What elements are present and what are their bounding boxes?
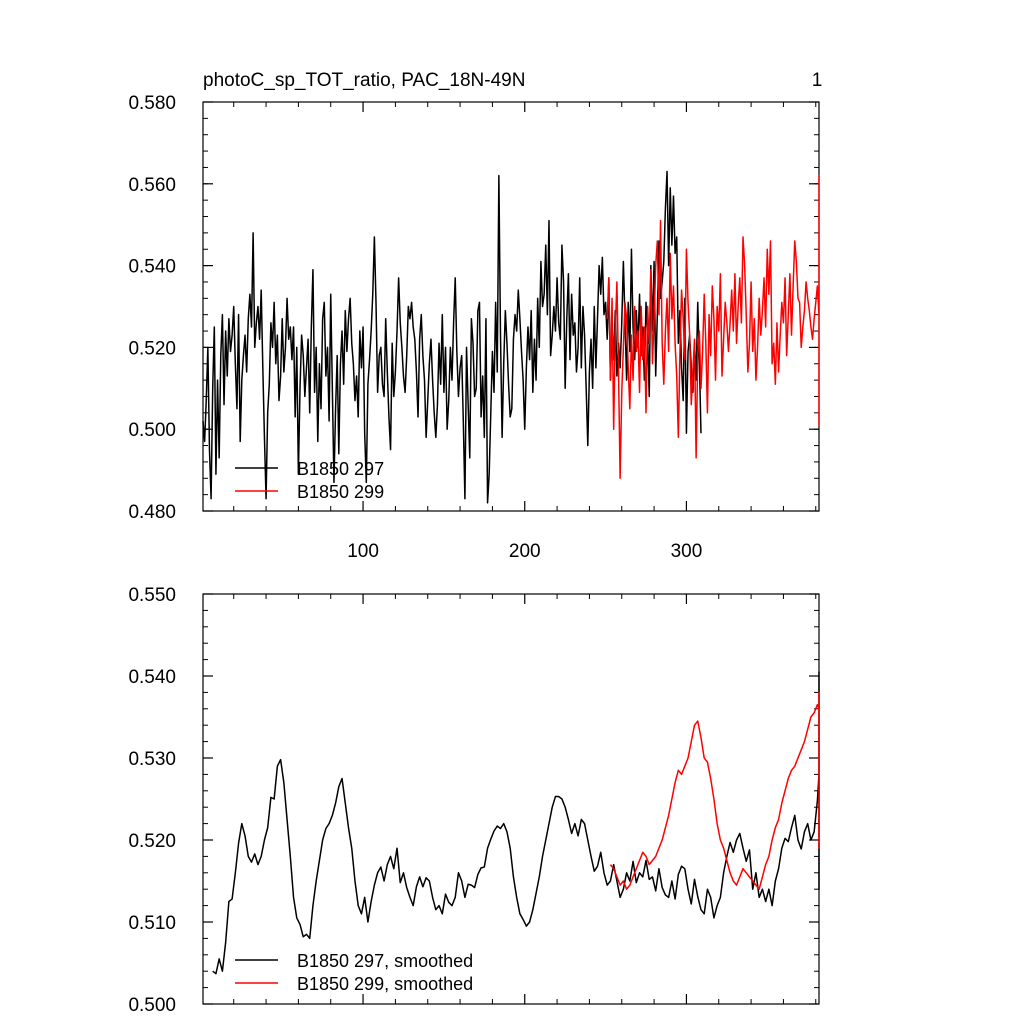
legend-label-b1850-297: B1850 297 <box>297 459 384 479</box>
bottom-ytick-label: 0.540 <box>128 667 176 688</box>
top-ytick-label: 0.520 <box>128 338 176 359</box>
chart-title: photoC_sp_TOT_ratio, PAC_18N-49N <box>203 70 525 91</box>
bottom-ytick-label: 0.520 <box>128 831 176 852</box>
top-ytick-label: 0.560 <box>128 175 176 196</box>
bottom-plot-frame <box>202 593 820 1005</box>
top-axes: 0.480 0.500 0.520 0.540 0.560 0.580 100 200 300 <box>128 93 819 562</box>
top-xtick-label: 300 <box>671 541 703 562</box>
bottom-series-group <box>212 671 820 975</box>
bottom-series-b1850-299-smoothed <box>609 691 820 890</box>
panel-number-label: 1 <box>812 70 823 91</box>
top-series-b1850-299 <box>606 174 820 480</box>
bottom-ytick-label: 0.550 <box>128 585 176 606</box>
bottom-axes: 0.500 0.510 0.520 0.530 0.540 0.550 <box>128 585 819 1016</box>
legend-label-b1850-299: B1850 299 <box>297 482 384 502</box>
top-plot-frame <box>202 101 820 512</box>
bottom-ytick-label: 0.500 <box>128 995 176 1016</box>
top-ytick-label: 0.500 <box>128 420 176 441</box>
top-panel: photoC_sp_TOT_ratio, PAC_18N-49N 1 0.480… <box>128 70 822 562</box>
bottom-series-b1850-297-smoothed <box>212 671 820 975</box>
top-series-b1850-297 <box>202 170 702 504</box>
legend-label-b1850-299-smoothed: B1850 299, smoothed <box>297 974 473 994</box>
bottom-ytick-label: 0.510 <box>128 913 176 934</box>
top-series-group <box>202 170 820 504</box>
top-xtick-label: 200 <box>509 541 541 562</box>
bottom-panel: 0.500 0.510 0.520 0.530 0.540 0.550 B1850 297… <box>128 585 820 1016</box>
bottom-ytick-label: 0.530 <box>128 749 176 770</box>
top-legend: B1850 297 B1850 299 <box>235 459 384 502</box>
top-xtick-label: 100 <box>347 541 379 562</box>
top-ytick-label: 0.540 <box>128 257 176 278</box>
bottom-legend: B1850 297, smoothed B1850 299, smoothed <box>235 951 473 994</box>
top-ytick-label: 0.480 <box>128 502 176 523</box>
top-ytick-label: 0.580 <box>128 93 176 114</box>
legend-label-b1850-297-smoothed: B1850 297, smoothed <box>297 951 473 971</box>
